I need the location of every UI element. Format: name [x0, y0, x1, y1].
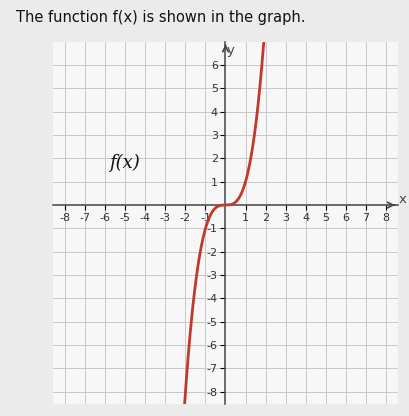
Text: f(x): f(x): [109, 154, 140, 172]
Text: y: y: [226, 44, 234, 57]
Text: The function f(x) is shown in the graph.: The function f(x) is shown in the graph.: [16, 10, 305, 25]
Text: x: x: [398, 193, 406, 206]
